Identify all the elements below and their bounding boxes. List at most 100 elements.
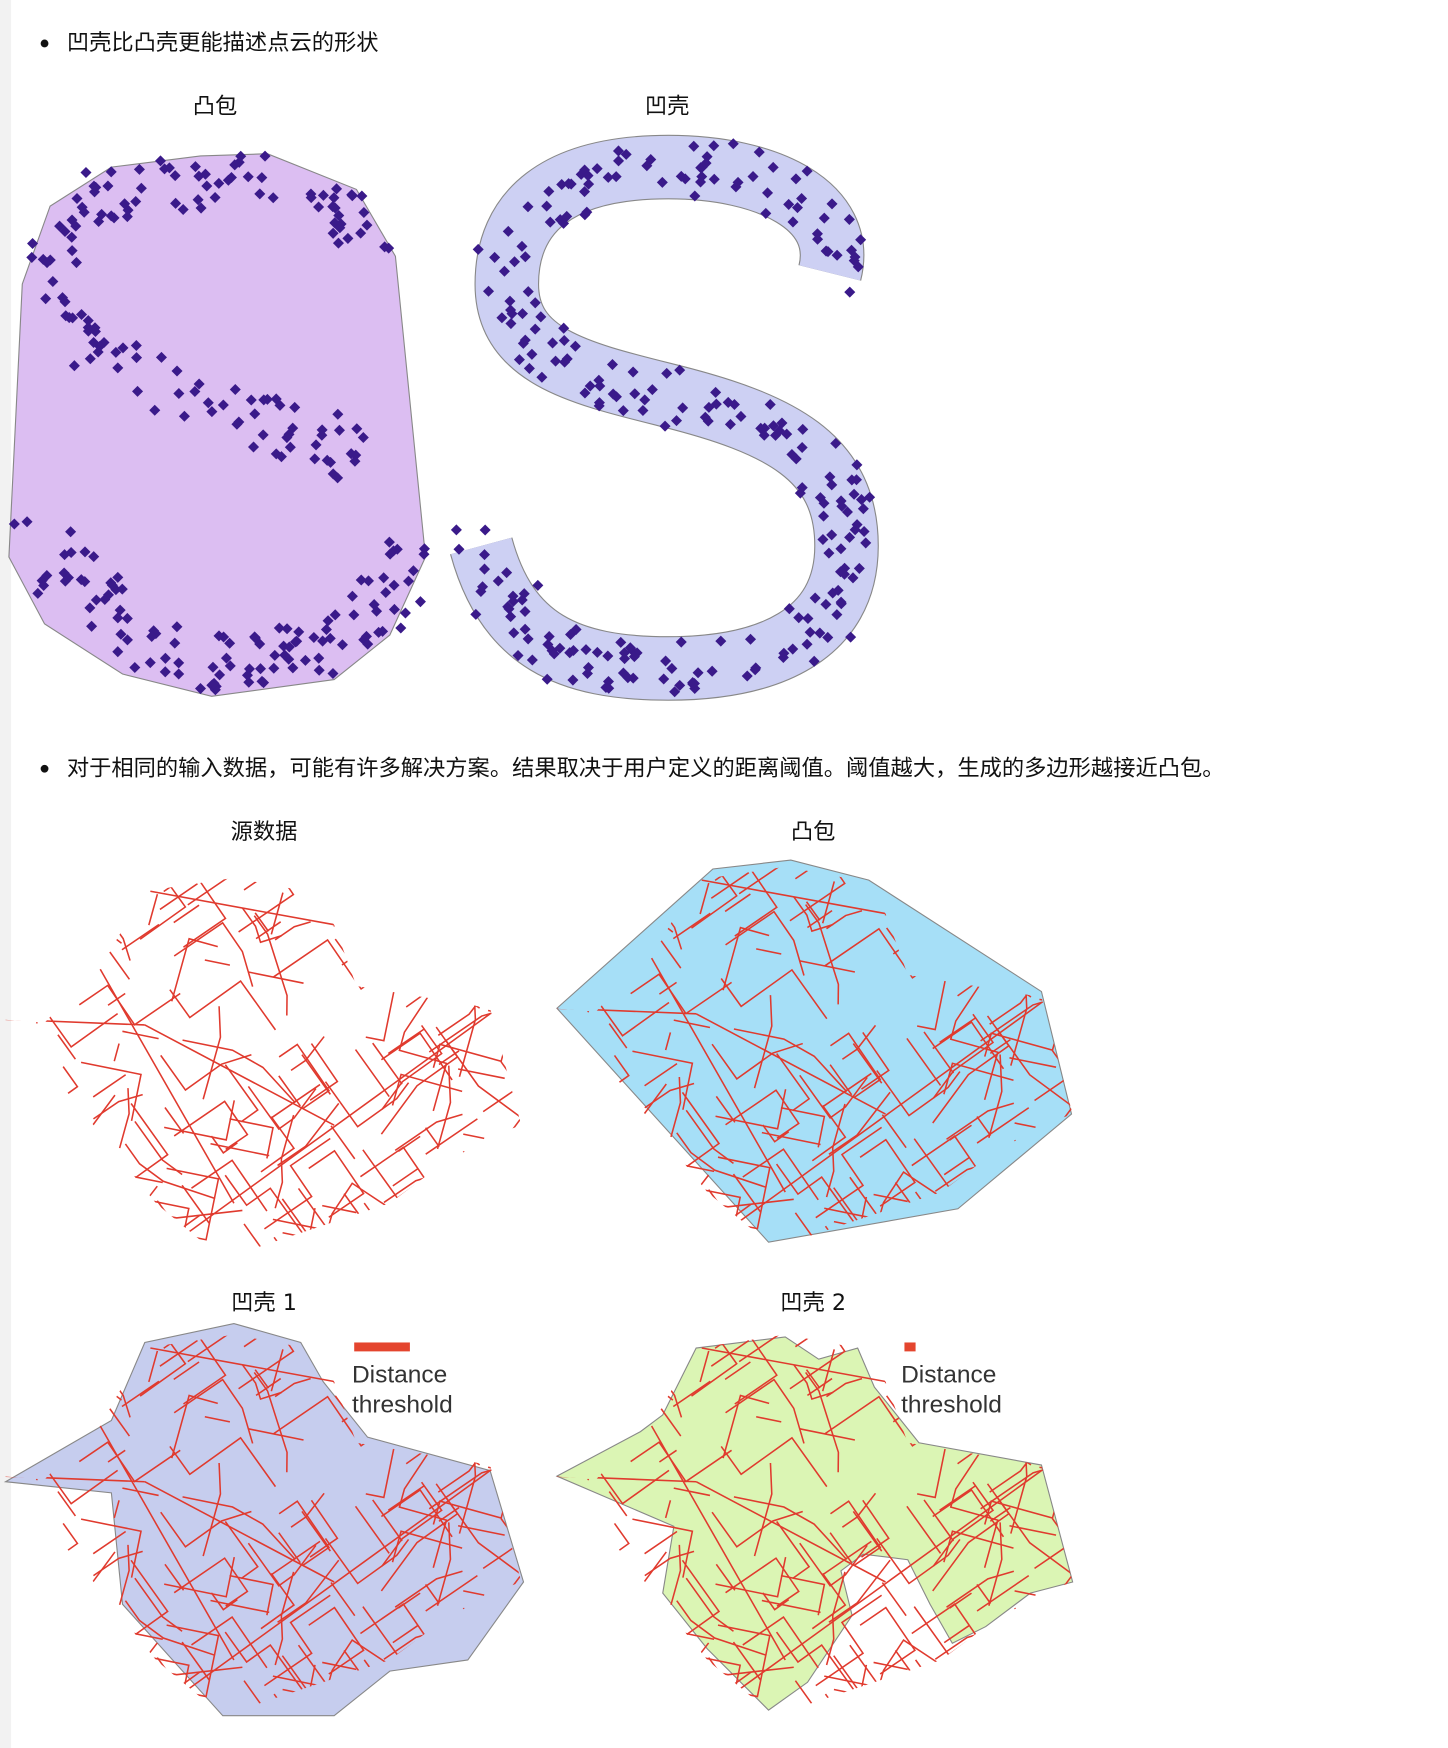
point — [675, 170, 687, 182]
legend-text: Distance — [901, 1362, 996, 1389]
point — [783, 198, 795, 210]
point — [741, 670, 753, 682]
figure-label: 凸包 — [193, 94, 238, 120]
point — [758, 429, 770, 441]
point — [489, 251, 501, 263]
bullet — [40, 764, 49, 773]
point — [155, 351, 167, 363]
point — [68, 360, 80, 372]
point — [612, 145, 624, 157]
point — [695, 176, 707, 188]
point — [558, 334, 570, 346]
point — [570, 624, 582, 636]
point — [256, 675, 268, 687]
figure-label: 凹壳 1 — [231, 1290, 297, 1316]
point — [607, 388, 619, 400]
point — [130, 195, 142, 207]
point — [310, 439, 322, 451]
point — [209, 191, 221, 203]
point — [544, 216, 556, 228]
point — [802, 613, 814, 625]
point — [105, 166, 117, 178]
point — [248, 441, 260, 453]
point — [796, 441, 808, 454]
point — [835, 543, 847, 555]
point — [284, 441, 296, 453]
point — [505, 318, 517, 330]
point — [245, 394, 257, 406]
point — [407, 565, 419, 577]
point — [708, 140, 720, 152]
point — [90, 594, 102, 606]
point — [225, 171, 237, 183]
point — [580, 644, 592, 656]
point — [88, 180, 100, 192]
point — [308, 631, 320, 643]
point — [66, 245, 78, 257]
point — [830, 437, 842, 449]
point — [535, 311, 547, 323]
point — [102, 180, 114, 192]
point — [327, 201, 339, 213]
point — [242, 171, 254, 183]
point — [479, 524, 491, 536]
point — [80, 167, 92, 179]
point — [371, 605, 383, 617]
point — [132, 385, 144, 397]
point — [801, 638, 813, 650]
point — [699, 411, 711, 423]
point — [351, 423, 363, 435]
point — [498, 265, 510, 277]
point — [119, 198, 131, 210]
point — [171, 621, 183, 633]
point — [121, 211, 133, 223]
point — [753, 146, 765, 158]
point — [395, 622, 407, 634]
point — [543, 185, 555, 197]
point — [342, 232, 354, 244]
point — [418, 548, 430, 560]
point — [790, 173, 802, 185]
point — [518, 588, 530, 600]
legend-text: threshold — [352, 1392, 453, 1419]
figure-label: 凹壳 2 — [780, 1290, 846, 1316]
bullet — [40, 39, 49, 48]
point — [593, 397, 605, 409]
point — [639, 394, 651, 406]
point — [450, 524, 462, 536]
point — [309, 453, 321, 465]
point — [567, 644, 579, 656]
point — [313, 652, 325, 664]
point — [606, 359, 618, 371]
point — [519, 606, 531, 618]
point — [820, 245, 832, 257]
point — [170, 197, 182, 209]
point — [550, 355, 562, 367]
point — [243, 676, 255, 688]
point — [65, 526, 77, 538]
point — [851, 459, 863, 471]
point — [627, 366, 639, 378]
point — [76, 309, 88, 321]
point — [831, 609, 843, 621]
point — [47, 276, 59, 288]
point — [133, 163, 145, 175]
point — [835, 596, 847, 608]
point — [548, 648, 560, 660]
point — [135, 182, 147, 194]
point — [832, 584, 844, 596]
legend-bar — [904, 1342, 916, 1352]
point — [591, 646, 603, 658]
point — [93, 215, 105, 228]
point — [189, 385, 201, 397]
point — [332, 408, 344, 420]
point — [348, 609, 360, 621]
point — [624, 642, 636, 654]
point — [536, 371, 548, 383]
point — [820, 598, 832, 610]
point — [178, 410, 190, 422]
point — [116, 583, 128, 595]
point — [582, 662, 594, 674]
concave-hull — [3, 1322, 525, 1717]
